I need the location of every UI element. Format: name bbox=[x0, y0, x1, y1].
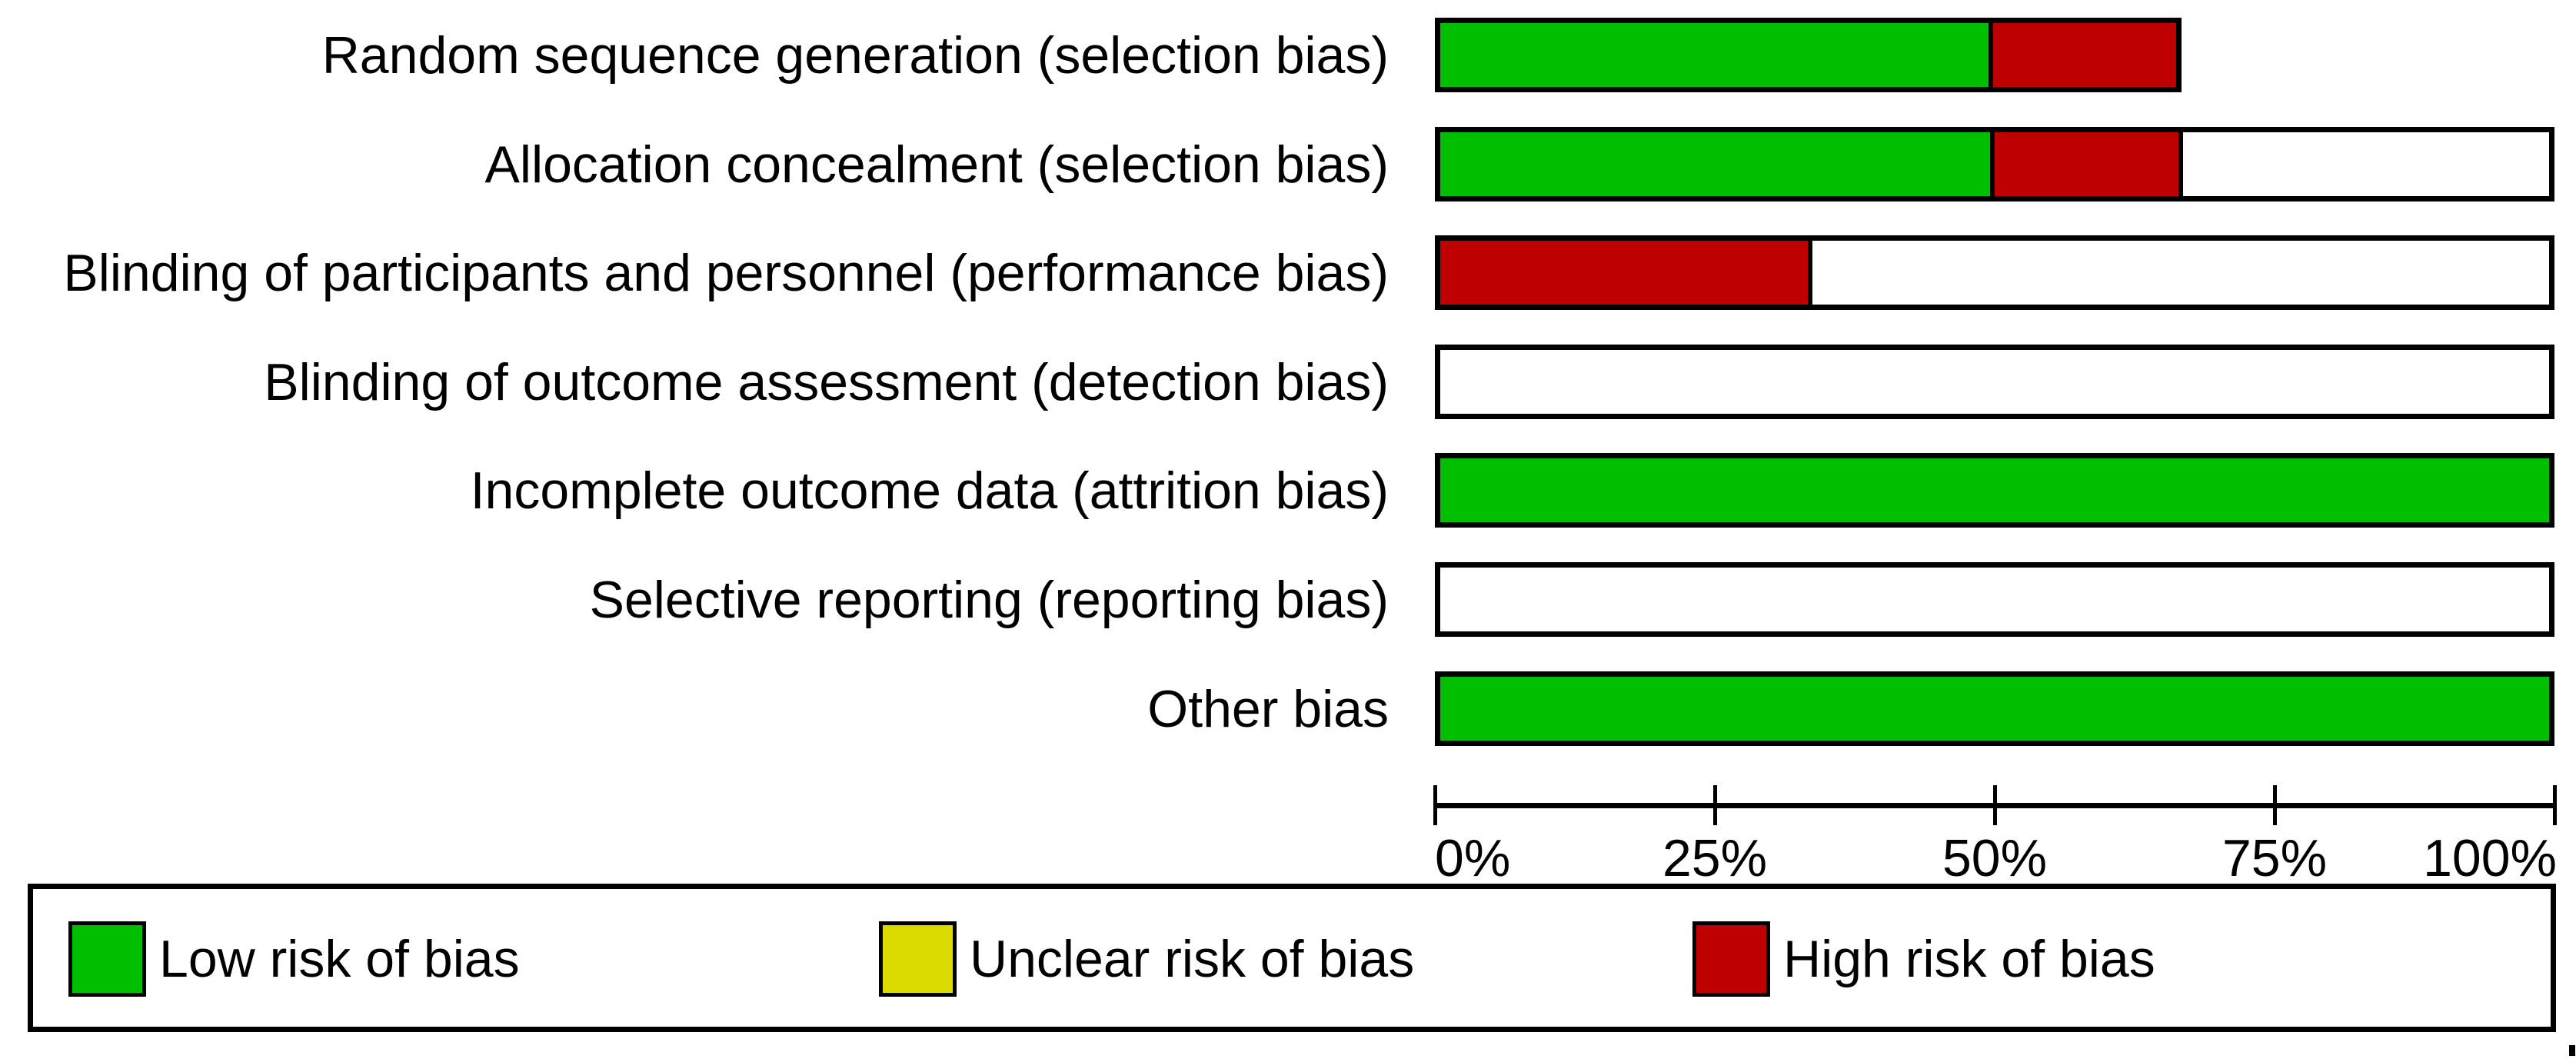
legend-swatch-unclear bbox=[879, 921, 957, 997]
category-label: Random sequence generation (selection bi… bbox=[321, 25, 1389, 85]
bar-segment-low bbox=[1440, 458, 2549, 522]
axis-tick-label: 50% bbox=[1942, 829, 2048, 887]
category-label: Allocation concealment (selection bias) bbox=[484, 135, 1390, 194]
legend-box bbox=[28, 884, 2556, 1032]
bar-segment-low bbox=[1440, 132, 1990, 196]
stacked-bar bbox=[1435, 453, 2554, 528]
stacked-bar bbox=[1435, 562, 2554, 637]
corner-mark bbox=[2569, 1045, 2575, 1056]
axis-tick bbox=[1993, 785, 1997, 825]
category-label: Selective reporting (reporting bias) bbox=[589, 570, 1389, 629]
axis-tick-label: 100% bbox=[2423, 829, 2557, 887]
bar-segment-low bbox=[1440, 23, 1989, 87]
bar-segment-blank bbox=[1440, 568, 2549, 631]
bar-segment-high bbox=[1990, 132, 2178, 196]
category-label: Incomplete outcome data (attrition bias) bbox=[470, 461, 1389, 520]
legend-label: Unclear risk of bias bbox=[970, 930, 1415, 988]
category-label: Other bias bbox=[1147, 679, 1389, 738]
bar-segment-blank bbox=[1440, 350, 2549, 414]
bar-segment-high bbox=[1440, 241, 1809, 305]
category-label: Blinding of participants and personnel (… bbox=[63, 243, 1389, 302]
legend-label: Low risk of bias bbox=[159, 930, 520, 988]
axis-tick-label: 75% bbox=[2222, 829, 2328, 887]
bar-segment-blank bbox=[1808, 241, 2549, 305]
stacked-bar bbox=[1435, 18, 2182, 92]
axis-tick-label: 0% bbox=[1435, 829, 1511, 887]
stacked-bar bbox=[1435, 235, 2554, 310]
legend-swatch-low bbox=[68, 921, 146, 997]
bar-segment-high bbox=[1988, 23, 2176, 87]
legend-swatch-high bbox=[1692, 921, 1770, 997]
bar-segment-blank bbox=[2178, 132, 2549, 196]
stacked-bar bbox=[1435, 671, 2554, 746]
axis-tick bbox=[2553, 785, 2557, 825]
legend-label: High risk of bias bbox=[1783, 930, 2155, 988]
stacked-bar bbox=[1435, 127, 2554, 201]
axis-tick bbox=[2273, 785, 2277, 825]
bar-segment-low bbox=[1440, 677, 2549, 741]
axis-tick-label: 25% bbox=[1662, 829, 1768, 887]
category-label: Blinding of outcome assessment (detectio… bbox=[264, 352, 1389, 411]
axis-tick bbox=[1713, 785, 1717, 825]
axis-tick bbox=[1433, 785, 1437, 825]
stacked-bar bbox=[1435, 345, 2554, 419]
